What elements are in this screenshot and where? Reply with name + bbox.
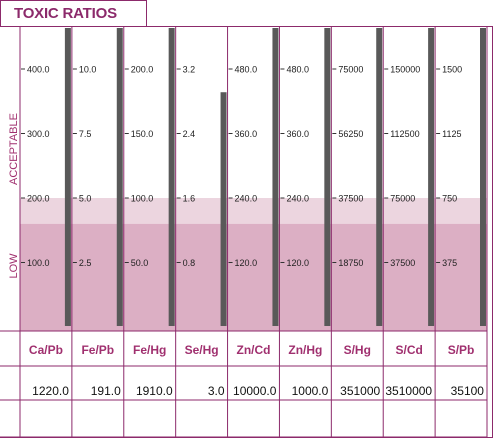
tick-label: 37500 bbox=[390, 258, 415, 268]
ratio-label: S/Cd bbox=[395, 343, 423, 357]
tick-label: 240.0 bbox=[235, 194, 258, 204]
tick-label: 112500 bbox=[390, 129, 419, 139]
bar-ca-pb bbox=[64, 28, 71, 326]
tick-label: 7.5 bbox=[79, 129, 92, 139]
zone-label-low: LOW bbox=[8, 253, 20, 279]
tick-label: 480.0 bbox=[235, 65, 258, 75]
tick-label: 1125 bbox=[442, 129, 461, 139]
ratio-value: 35100 bbox=[450, 384, 484, 398]
ratio-label: Zn/Cd bbox=[236, 343, 271, 357]
tick-label: 56250 bbox=[338, 129, 363, 139]
tick-label: 240.0 bbox=[286, 194, 309, 204]
bar-s-hg bbox=[376, 28, 383, 326]
tick-label: 75000 bbox=[390, 194, 415, 204]
tick-label: 360.0 bbox=[286, 129, 309, 139]
tick-label: 37500 bbox=[338, 194, 363, 204]
title-tab: TOXIC RATIOS bbox=[0, 0, 147, 26]
ratio-value: 1220.0 bbox=[32, 384, 69, 398]
bar-s-pb bbox=[480, 28, 486, 326]
bar-s-cd bbox=[428, 28, 435, 326]
tick-label: 200.0 bbox=[131, 65, 154, 75]
ratio-value: 1910.0 bbox=[135, 384, 173, 398]
low-zone bbox=[20, 223, 487, 331]
ratio-label: Ca/Pb bbox=[28, 343, 63, 357]
tick-label: 2.4 bbox=[183, 129, 196, 139]
tick-label: 5.0 bbox=[79, 194, 92, 204]
tick-label: 120.0 bbox=[235, 258, 258, 268]
tick-label: 1.6 bbox=[183, 194, 196, 204]
ratio-label: Zn/Hg bbox=[288, 343, 323, 357]
ratio-value: 10000.0 bbox=[233, 384, 277, 398]
ratio-label: Se/Hg bbox=[184, 343, 219, 357]
tick-label: 200.0 bbox=[27, 194, 50, 204]
bar-fe-pb bbox=[116, 28, 123, 326]
tick-label: 120.0 bbox=[286, 258, 309, 268]
tick-label: 360.0 bbox=[235, 129, 258, 139]
tick-label: 3.2 bbox=[183, 65, 196, 75]
ratio-value: 191.0 bbox=[90, 384, 121, 398]
ratio-value: 1000.0 bbox=[291, 384, 329, 398]
bar-zn-cd bbox=[272, 28, 279, 326]
tick-label: 150.0 bbox=[131, 129, 154, 139]
zone-label-acceptable: ACCEPTABLE bbox=[8, 113, 20, 185]
tick-label: 100.0 bbox=[27, 258, 50, 268]
tick-label: 100.0 bbox=[131, 194, 154, 204]
tick-label: 480.0 bbox=[286, 65, 309, 75]
ratio-value: 3510000 bbox=[385, 384, 433, 398]
ratio-label: Fe/Pb bbox=[81, 343, 115, 357]
bar-fe-hg bbox=[168, 28, 175, 326]
tick-label: 10.0 bbox=[79, 65, 97, 75]
tick-label: 18750 bbox=[338, 258, 363, 268]
transition-zone bbox=[20, 198, 487, 224]
tick-label: 2.5 bbox=[79, 258, 92, 268]
bar-se-hg bbox=[220, 92, 227, 326]
tick-label: 750 bbox=[442, 194, 457, 204]
chart-title: TOXIC RATIOS bbox=[14, 5, 117, 22]
tick-label: 1500 bbox=[442, 65, 462, 75]
tick-label: 75000 bbox=[338, 65, 363, 75]
bar-zn-hg bbox=[324, 28, 331, 326]
tick-label: 400.0 bbox=[27, 65, 50, 75]
tick-label: 150000 bbox=[390, 65, 420, 75]
ratio-value: 351000 bbox=[340, 384, 381, 398]
ratio-label: S/Pb bbox=[447, 343, 475, 357]
ratio-label: Fe/Hg bbox=[133, 343, 167, 357]
ratio-value: 3.0 bbox=[207, 384, 225, 398]
tick-label: 375 bbox=[442, 258, 457, 268]
tick-label: 300.0 bbox=[27, 129, 50, 139]
ratio-label: S/Hg bbox=[343, 343, 371, 357]
tick-label: 50.0 bbox=[131, 258, 149, 268]
tick-label: 0.8 bbox=[183, 258, 196, 268]
